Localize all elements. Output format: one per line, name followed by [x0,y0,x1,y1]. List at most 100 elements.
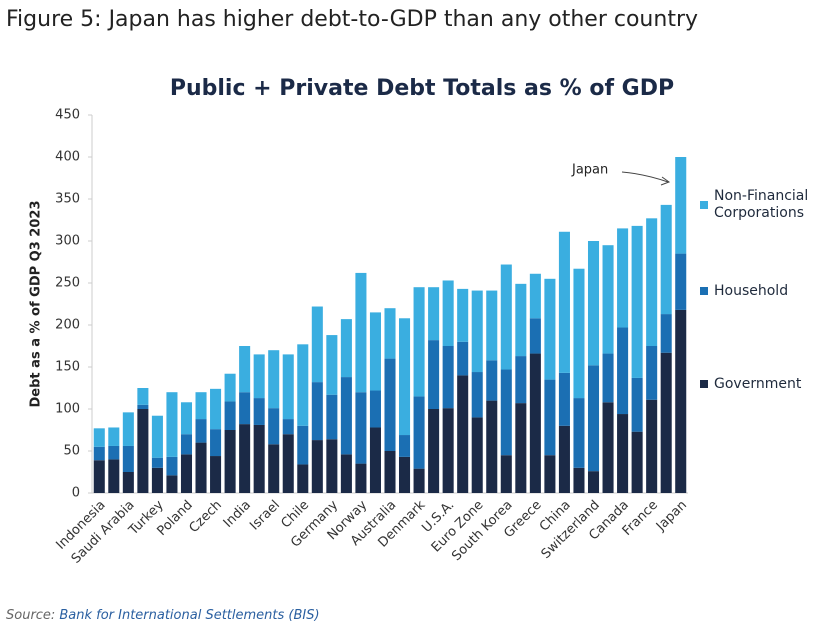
bar-segment [573,467,585,493]
bar-segment [646,399,658,493]
bar-segment [558,372,570,426]
bar-segment [282,354,294,420]
bar-segment [442,346,454,409]
bar-segment [122,472,134,493]
bar-segment [355,463,367,493]
bar-segment [558,425,570,493]
bar-segment [529,273,541,319]
bar-segment [166,392,178,457]
y-tick-label: 350 [55,192,80,207]
y-axis-label: Debt as a % of GDP Q3 2023 [29,201,44,408]
bar-segment [617,327,629,415]
bar-segment [428,287,440,341]
bar-segment [195,419,207,443]
annotation-arrow [621,171,669,183]
chart-title: Public + Private Debt Totals as % of GDP [170,76,674,101]
bar-segment [486,290,498,361]
bar-segment [224,373,236,402]
bar-segment [457,288,469,342]
figure-title: Figure 5: Japan has higher debt-to-GDP t… [6,7,698,32]
bar-segment [558,231,570,373]
bar-segment [311,440,323,493]
legend-item: Non-Financial Corporations [700,187,818,223]
bar-segment [122,445,134,472]
y-tick-label: 50 [63,444,80,459]
bar-segment [326,335,338,395]
bar-segment [326,439,338,493]
annotation-arrowhead [660,176,671,186]
bar-segment [195,392,207,420]
bar-segment [384,308,396,359]
bar-segment [602,353,614,403]
bar-segment [675,157,687,254]
y-tick-label: 300 [55,234,80,249]
bar-segment [399,318,411,436]
bar-segment [428,340,440,409]
bar-segment [151,467,163,493]
bar-segment [239,424,251,493]
bar-segment [210,456,222,493]
bar-segment [413,287,425,397]
bar-segment [137,409,149,493]
bar-segment [93,446,105,461]
y-tick-label: 150 [55,360,80,375]
bar-segment [326,394,338,440]
bar-segment [282,434,294,493]
bar-segment [369,427,381,493]
bar-segment [587,241,600,366]
bar-segment [631,377,643,432]
legend-label: Household [714,282,789,299]
bar-segment [399,456,411,493]
bar-segment [195,442,207,493]
y-tick-label: 250 [55,276,80,291]
legend-swatch [700,201,708,209]
y-tick-label: 400 [55,150,80,165]
bar-segment [442,408,454,493]
bar-segment [253,354,265,399]
bar-segment [210,429,222,457]
bar-segment [675,309,687,493]
bar-segment [631,225,643,378]
bar-segment [573,398,585,468]
source-text: Bank for International Settlements (BIS) [59,608,319,623]
bar-segment [384,358,396,451]
bar-segment [500,455,512,493]
bar-segment [515,403,527,493]
bar-segment [239,392,251,425]
bar-segment [180,434,193,455]
bar-segment [500,264,512,370]
x-tick-label: Israel [247,498,283,534]
bar-segment [602,245,614,354]
y-tick-label: 200 [55,318,80,333]
bar-segment [631,431,643,493]
bar-segment [660,352,672,493]
bar-segment [282,419,294,435]
bar-segment [108,427,120,446]
bar-segment [210,388,222,430]
source-label: Source: [6,608,55,623]
x-tick-label: Japan [653,498,690,535]
y-tick-label: 0 [72,486,80,501]
bar-segment [268,408,280,445]
bar-segment [413,468,425,493]
legend-item: Household [700,273,818,309]
bar-segment [340,377,352,455]
bar-segment [529,318,541,354]
bar-segment [602,402,614,493]
bar-segment [297,425,309,465]
bar-segment [500,369,512,456]
bar-segment [486,400,498,493]
bar-segment [355,272,367,393]
bar-segment [224,401,236,430]
bar-segment [457,375,469,493]
bar-segment [340,319,352,378]
bar-segment [166,475,178,493]
bar-segment [369,312,381,391]
bar-segment [471,372,483,418]
legend-label: Non-Financial Corporations [714,188,809,221]
bar-segment [399,435,411,457]
bar-segment [224,430,236,493]
bar-segment [297,464,309,493]
bar-segment [93,428,105,447]
